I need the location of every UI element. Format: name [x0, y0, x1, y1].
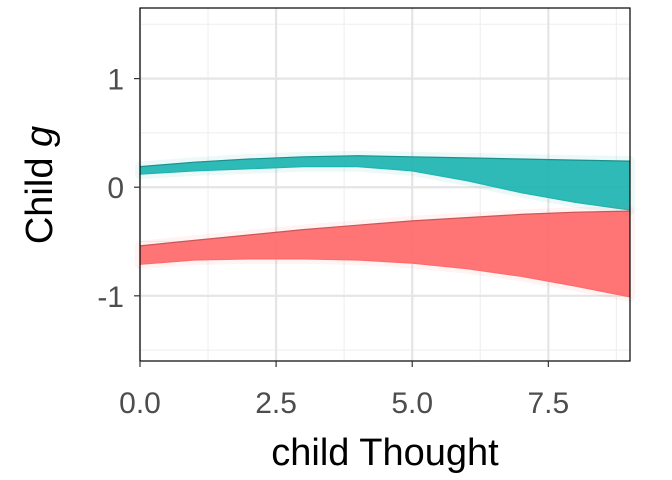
series-1-upper-edge	[139, 210, 631, 247]
y-axis-title-symbol: g	[19, 126, 61, 147]
y-tick-label: 1	[107, 64, 124, 97]
y-tick-label: -1	[97, 281, 124, 314]
x-axis-ticks: 0.0 2.5 5.0 7.5	[119, 361, 569, 420]
x-tick-label: 7.5	[527, 387, 569, 420]
series-0-band	[140, 155, 630, 210]
y-axis-ticks: -1 0 1	[97, 64, 140, 314]
x-tick-label: 2.5	[255, 387, 297, 420]
series-1-lower-edge	[139, 258, 631, 298]
y-axis-title-text: Child	[19, 147, 61, 244]
y-axis-title: Child g	[19, 126, 61, 244]
x-axis-title: child Thought	[271, 432, 499, 474]
series-0-lower-edge	[139, 166, 631, 211]
x-tick-label: 0.0	[119, 387, 161, 420]
panel-border	[139, 7, 631, 362]
x-tick-label: 5.0	[391, 387, 433, 420]
y-tick-label: 0	[107, 172, 124, 205]
series-0-upper-edge	[139, 155, 631, 168]
series-1-band	[140, 211, 630, 297]
plot-panel	[135, 7, 635, 362]
